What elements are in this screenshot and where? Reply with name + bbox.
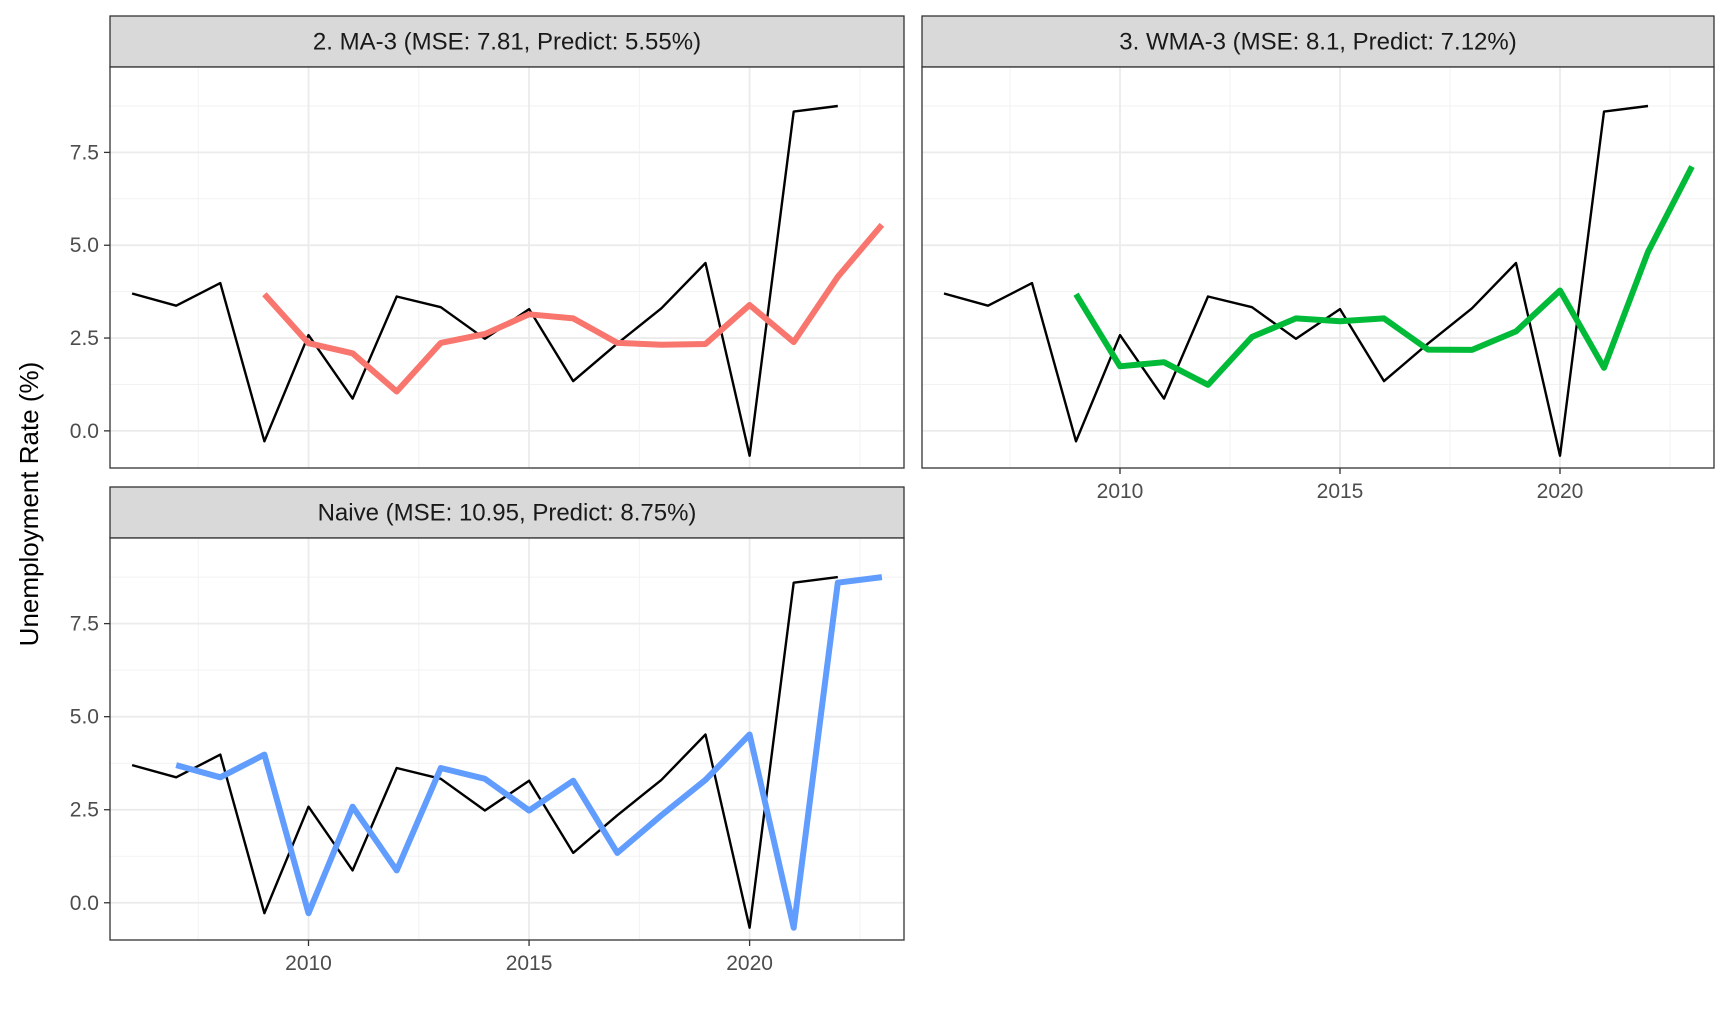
facet-strip [109,486,905,539]
y-tick-label: 7.5 [70,613,99,636]
panel-border [109,66,905,469]
facet-title: 3. WMA-3 (MSE: 8.1, Predict: 7.12%) [1119,29,1516,56]
facet-strip [109,15,905,68]
y-tick-label: 5.0 [70,234,99,257]
x-tick-label: 2015 [506,952,553,975]
facet-panel-3: Naive (MSE: 10.95, Predict: 8.75%) 0.0 2.5… [70,486,905,975]
forecast-series-line [1073,165,1695,388]
x-tick-label: 2020 [726,952,773,975]
panel-border [109,537,905,941]
x-tick-label: 2010 [285,952,332,975]
y-tick-label: 2.5 [70,799,99,822]
facet-title: Naive (MSE: 10.95, Predict: 8.75%) [318,500,697,527]
x-tick-label: 2020 [1537,480,1584,503]
x-tick-label: 2015 [1317,480,1364,503]
y-tick-label: 2.5 [70,327,99,350]
facet-panel-2: 3. WMA-3 (MSE: 8.1, Predict: 7.12%) 2010 2… [921,15,1715,503]
actual-series-line [943,104,1649,457]
y-axis-title: Unemployment Rate (%) [14,362,44,647]
y-tick-label: 7.5 [70,141,99,164]
facet-title: 2. MA-3 (MSE: 7.81, Predict: 5.55%) [313,29,701,56]
y-tick-label: 0.0 [70,892,99,915]
facet-strip [921,15,1715,68]
plot-background [110,538,904,940]
forecast-series-line [262,222,885,395]
plot-background [922,67,1714,468]
forecast-series-line [175,574,883,931]
y-tick-label: 0.0 [70,420,99,443]
y-tick-label: 5.0 [70,706,99,729]
panel-border [921,66,1715,469]
facet-panel-1: 2. MA-3 (MSE: 7.81, Predict: 5.55%) 0.0 2.… [70,15,905,469]
actual-series-line [131,575,838,929]
x-tick-label: 2010 [1097,480,1144,503]
plot-background [110,67,904,468]
